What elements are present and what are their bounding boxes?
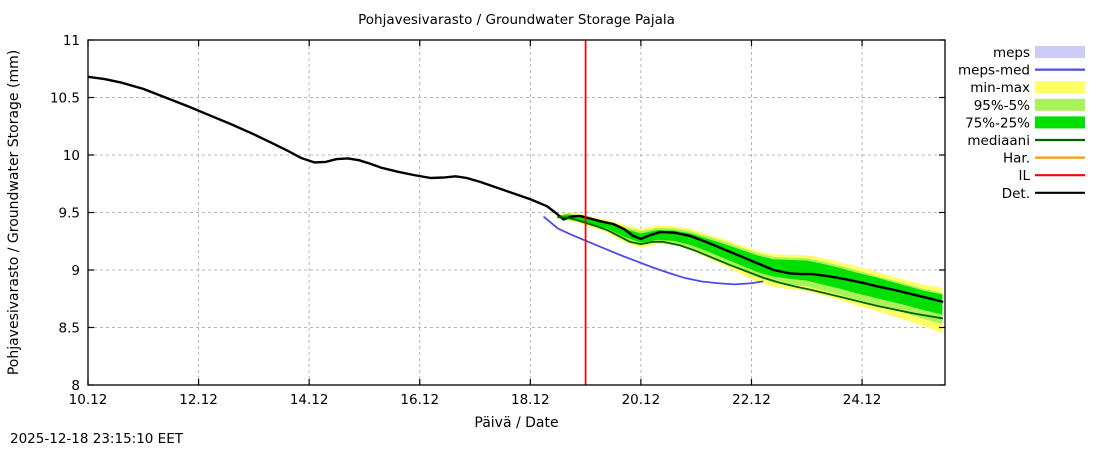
y-tick-label: 9 [71,263,80,279]
timestamp-label: 2025-12-18 23:15:10 EET [10,431,184,447]
legend-item-95-5: 95%-5% [974,98,1085,114]
legend-item-meps-med: meps-med [958,63,1085,79]
legend-label: meps [993,45,1030,61]
legend-swatch [1035,46,1085,58]
y-tick-label: 9.5 [59,206,80,222]
legend-swatch [1035,116,1085,129]
legend-item-mediaani: mediaani [967,133,1085,149]
x-tick-label: 22.12 [732,392,771,408]
x-tick-label: 20.12 [622,392,661,408]
legend-label: meps-med [958,63,1030,79]
y-tick-label: 10 [63,148,80,164]
legend-item-il: IL [1018,168,1085,184]
plot-area [88,40,944,385]
series-line-mediaani [557,216,944,320]
series-line-meps-med [543,216,764,286]
legend-item-min-max: min-max [970,80,1085,96]
legend-item-har: Har. [1003,151,1085,167]
y-tick-label: 11 [63,33,80,49]
x-tick-label: 12.12 [179,392,218,408]
x-tick-label: 24.12 [843,392,882,408]
x-tick-label: 16.12 [400,392,439,408]
x-tick-label: 14.12 [290,392,329,408]
legend-label: 75%-25% [965,115,1030,131]
y-tick-label: 8 [71,378,80,394]
legend-label: Har. [1003,151,1030,167]
x-tick-label: 10.12 [69,392,108,408]
legend-swatch [1035,81,1085,94]
x-tick-label: 18.12 [511,392,550,408]
legend-label: Det. [1002,186,1030,202]
legend-label: min-max [970,80,1030,96]
legend-label: 95%-5% [974,98,1030,114]
legend-item-75-25: 75%-25% [965,115,1085,131]
legend-label: mediaani [967,133,1030,149]
legend-item-meps: meps [993,45,1085,61]
x-axis-label: Päivä / Date [474,415,558,431]
legend-item-det: Det. [1002,186,1085,202]
y-tick-label: 8.5 [59,321,80,337]
band-75-25- [557,214,943,315]
y-axis-label: Pohjavesivarasto / Groundwater Storage (… [6,50,22,375]
legend-swatch [1035,98,1085,111]
legend-label: IL [1018,168,1030,184]
chart-title: Pohjavesivarasto / Groundwater Storage P… [358,12,675,28]
series-line-det [88,75,944,303]
y-tick-label: 10.5 [50,91,80,107]
